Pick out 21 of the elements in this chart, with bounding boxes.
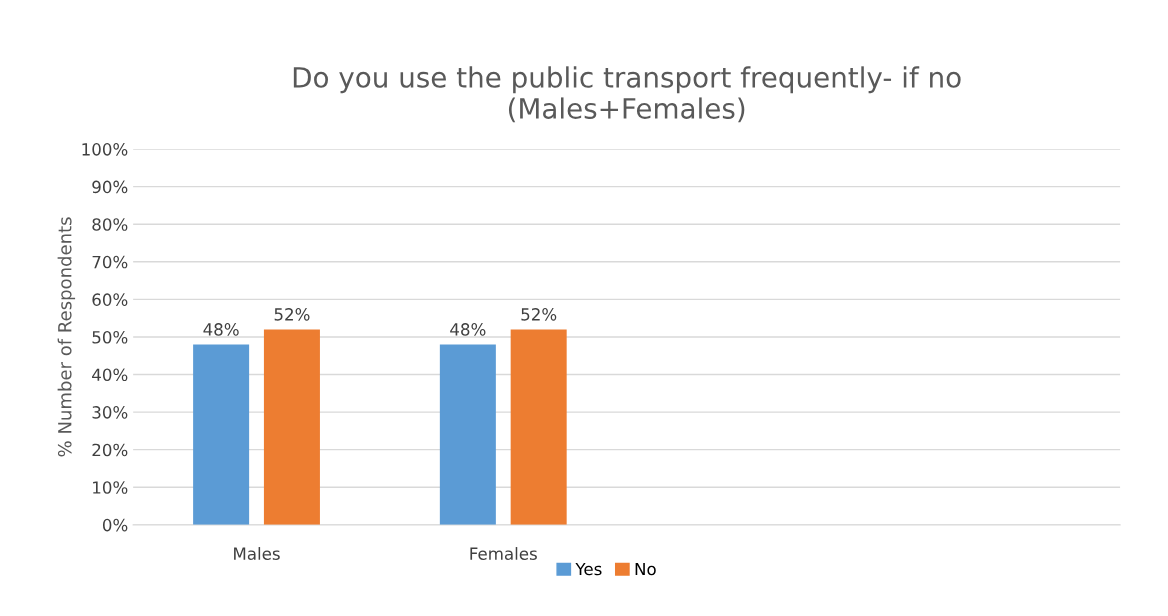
y-tick-label: 40%: [92, 368, 128, 382]
y-tick-label: 10%: [93, 481, 128, 494]
data-label: 48%: [450, 323, 486, 336]
x-tick-label: Males: [234, 547, 280, 560]
legend-label: No: [635, 562, 656, 576]
y-axis-title: % Number of Respondents: [57, 217, 76, 457]
x-tick-label: Females: [470, 547, 537, 560]
chart-title: Do you use the public transport frequently- if no (Males+Females): [293, 66, 961, 123]
y-tick-label: 70%: [92, 255, 128, 269]
data-label: 48%: [203, 323, 239, 336]
y-tick-label: 50%: [92, 330, 128, 344]
y-tick-label: 30%: [92, 406, 128, 419]
data-label: 52%: [521, 308, 557, 321]
y-tick-label: 100%: [82, 143, 128, 156]
y-tick-label: 80%: [92, 218, 128, 231]
data-label: 52%: [274, 308, 310, 321]
y-tick-label: 0%: [102, 518, 128, 532]
y-tick-label: 20%: [92, 443, 128, 457]
legend-label: Yes: [575, 562, 602, 576]
y-tick-label: 60%: [92, 293, 128, 306]
y-tick-label: 90%: [92, 180, 128, 194]
